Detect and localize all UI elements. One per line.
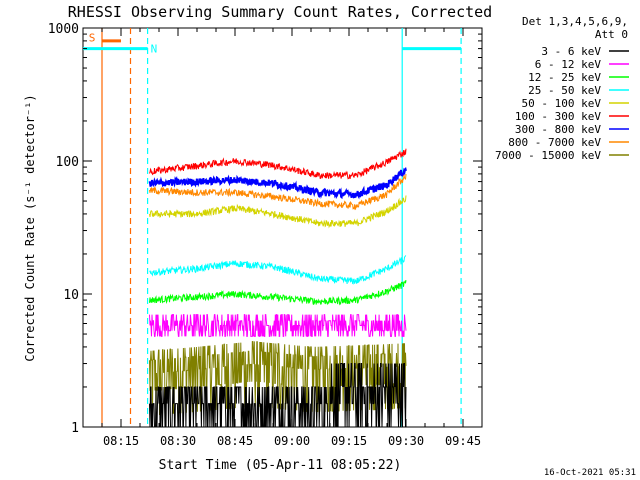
legend-header-line-1: Det 1,3,4,5,6,9,	[522, 15, 628, 28]
x-tick-label: 09:15	[331, 434, 367, 448]
legend-label: 3 - 6 keV	[541, 45, 601, 58]
flag-label-n: N	[151, 43, 158, 56]
legend-label: 300 - 800 keV	[515, 123, 601, 136]
flag-label-s: S	[89, 31, 96, 44]
x-tick-label: 09:00	[274, 434, 310, 448]
y-tick-label: 1000	[48, 22, 79, 37]
series-100-300-kev	[149, 148, 407, 180]
legend-label: 100 - 300 keV	[515, 110, 601, 123]
x-tick-label: 08:15	[103, 434, 139, 448]
y-tick-label: 100	[56, 155, 79, 170]
legend-label: 6 - 12 keV	[535, 58, 602, 71]
series-50-100-kev	[149, 195, 407, 229]
generation-timestamp: 16-Oct-2021 05:31	[544, 468, 636, 478]
series-12-25-kev	[149, 280, 407, 306]
axis-ticks: 08:15 08:30 08:45 09:00 09:15 09:30 09:45 1 10 10…	[48, 22, 482, 448]
series-25-50-kev	[149, 255, 407, 285]
legend-label: 25 - 50 keV	[528, 84, 601, 97]
series-6-12-kev	[149, 314, 407, 337]
legend-header-line-2: Att 0	[595, 28, 628, 41]
x-tick-label: 09:30	[388, 434, 424, 448]
legend-label: 800 - 7000 keV	[508, 136, 601, 149]
data-series-group	[148, 148, 407, 428]
series-800-7000-kev	[149, 174, 407, 211]
chart-title: RHESSI Observing Summary Count Rates, Co…	[68, 3, 492, 21]
legend-label: 12 - 25 keV	[528, 71, 601, 84]
x-tick-label: 08:30	[160, 434, 196, 448]
y-tick-label: 1	[71, 421, 79, 436]
y-tick-label: 10	[63, 288, 79, 303]
legend-label: 7000 - 15000 keV	[495, 149, 601, 162]
flag-bars: SN	[83, 31, 462, 56]
y-axis-label: Corrected Count Rate (s⁻¹ detector⁻¹)	[23, 94, 37, 361]
legend-label: 50 - 100 keV	[522, 97, 602, 110]
x-tick-label: 08:45	[217, 434, 253, 448]
series-300-800-kev	[148, 166, 407, 200]
x-tick-label: 09:45	[445, 434, 481, 448]
series-3-6-kev	[149, 363, 407, 428]
x-axis-label: Start Time (05-Apr-11 08:05:22)	[159, 458, 402, 473]
